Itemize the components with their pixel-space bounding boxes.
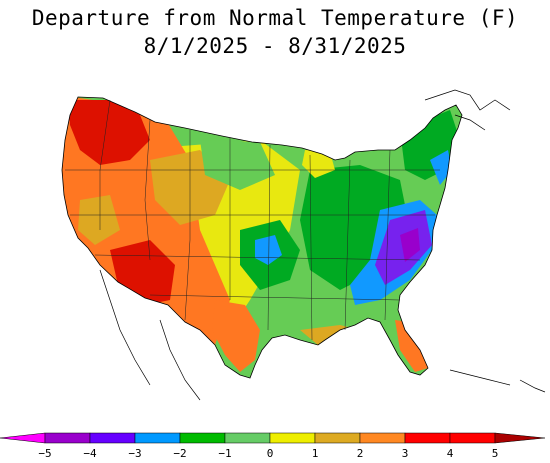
legend-tick-label: 0 (267, 447, 274, 460)
legend-color-cell (449, 432, 496, 444)
legend-color-cell (404, 432, 451, 444)
nevada-mild-warm-region (78, 195, 120, 245)
legend-tick-labels: −5 −4 −3 −2 −1 0 1 2 3 4 5 (38, 447, 498, 460)
legend-arrow-low (0, 432, 46, 444)
legend-color-cell (314, 432, 361, 444)
temperature-departure-map (61, 89, 546, 401)
neighboring-coastlines (99, 89, 546, 401)
texas-warm-region (212, 300, 260, 372)
legend-tick-label: 3 (402, 447, 409, 460)
color-legend: −5 −4 −3 −2 −1 0 1 2 3 4 5 (0, 432, 546, 460)
legend-arrow-high (494, 432, 546, 444)
legend-color-cell (224, 432, 271, 444)
legend-tick-label: 5 (492, 447, 499, 460)
northern-plains-neutral-region (200, 140, 275, 190)
virginia-coldest-patch (400, 228, 420, 262)
legend-color-cell (89, 432, 136, 444)
new-england-cooler-patch (430, 150, 452, 185)
legend-tick-label: −4 (83, 447, 97, 460)
legend-tick-label: 1 (312, 447, 319, 460)
title-line-2: 8/1/2025 - 8/31/2025 (143, 34, 407, 58)
legend-color-cells (0, 432, 546, 444)
legend-color-cell (179, 432, 226, 444)
legend-color-cell (134, 432, 181, 444)
legend-tick-label: −5 (38, 447, 51, 460)
legend-tick-label: −2 (173, 447, 186, 460)
legend-tick-label: 2 (357, 447, 364, 460)
legend-color-cell (44, 432, 91, 444)
map-title: Departure from Normal Temperature (F) 8/… (0, 4, 550, 60)
legend-tick-label: 4 (447, 447, 454, 460)
legend-tick-label: −3 (128, 447, 141, 460)
pacific-northwest-very-warm-region (68, 100, 150, 165)
legend-color-cell (269, 432, 316, 444)
legend-color-cell (359, 432, 406, 444)
florida-warm-region (395, 320, 428, 372)
state-boundaries (65, 99, 440, 341)
legend-tick-label: −1 (218, 447, 231, 460)
title-line-1: Departure from Normal Temperature (F) (31, 6, 519, 30)
